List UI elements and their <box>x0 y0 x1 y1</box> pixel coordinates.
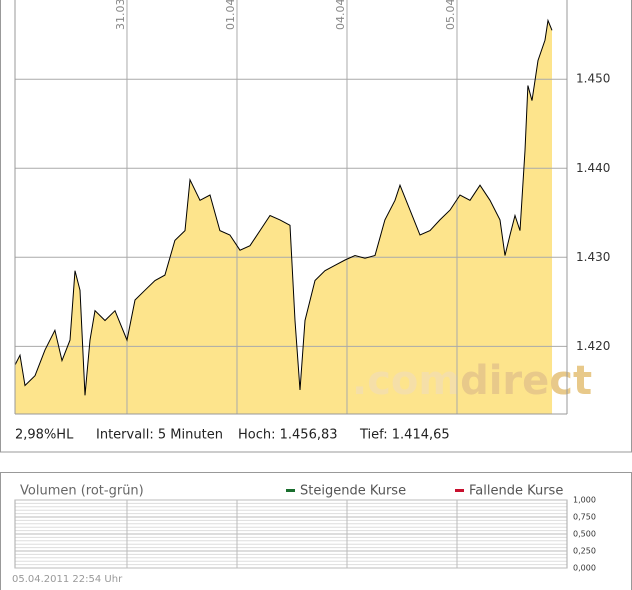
legend-label: Steigende Kurse <box>300 484 406 499</box>
legend-swatch <box>286 489 295 492</box>
stat-label: Tief: 1.414,65 <box>359 428 450 443</box>
volume-title: Volumen (rot-grün) <box>20 484 144 499</box>
y-tick-label: 1.440 <box>576 161 610 175</box>
watermark-part: .com <box>352 358 460 404</box>
price-line <box>14 18 553 396</box>
y-tick-label: 0,750 <box>573 513 596 522</box>
y-tick-label: 1.430 <box>576 250 610 264</box>
price-area <box>15 20 553 414</box>
legend-swatch <box>455 489 464 492</box>
x-tick-label: 05.04. <box>444 0 457 30</box>
timestamp: 05.04.2011 22:54 Uhr <box>12 574 123 585</box>
y-tick-label: 0,250 <box>573 547 596 556</box>
y-tick-label: 1,000 <box>573 496 596 505</box>
watermark: .comdirect <box>352 358 592 404</box>
stat-label: Hoch: 1.456,83 <box>238 428 338 443</box>
stat-label: 2,98%HL <box>15 428 74 443</box>
y-tick-label: 0,000 <box>573 564 596 573</box>
watermark-part: direct <box>460 358 592 404</box>
x-tick-label: 01.04. <box>224 0 237 30</box>
y-tick-label: 1.450 <box>576 72 610 86</box>
legend-label: Fallende Kurse <box>469 484 563 499</box>
y-tick-label: 1.420 <box>576 339 610 353</box>
y-tick-label: 0,500 <box>573 530 596 539</box>
x-tick-label: 04.04. <box>334 0 347 30</box>
x-tick-label: 31.03. <box>114 0 127 30</box>
stat-label: Intervall: 5 Minuten <box>96 428 223 443</box>
